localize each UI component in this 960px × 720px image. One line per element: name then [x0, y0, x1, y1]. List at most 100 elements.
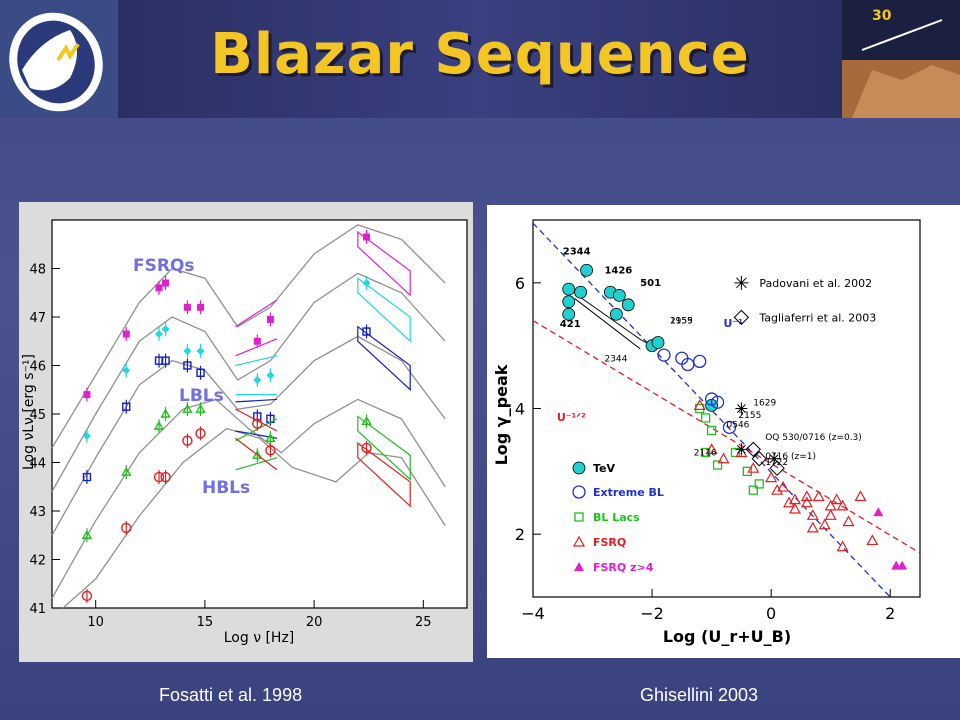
fsrq-label: FSRQs: [133, 256, 195, 276]
data-point: [122, 330, 130, 338]
data-point: [122, 366, 131, 375]
data-point: [782, 496, 796, 508]
data-point: [155, 329, 164, 338]
data-point: [361, 442, 372, 454]
data-point: [765, 471, 778, 483]
left-chart-caption: Fosatti et al. 1998: [159, 685, 303, 705]
legend-label: TeV: [593, 462, 616, 475]
data-point: [155, 284, 163, 292]
header-bar: [0, 0, 960, 118]
data-point: [195, 428, 206, 439]
data-point: [657, 348, 671, 362]
data-point: [562, 282, 576, 296]
y-axis-label: Log γ_peak: [492, 364, 511, 465]
point-label: 2344: [604, 354, 627, 364]
legend-label: FSRQ: [593, 536, 626, 549]
y-tick-label: 46: [29, 360, 46, 375]
data-point: [830, 493, 843, 505]
data-point: [574, 285, 588, 299]
data-point: [806, 521, 819, 533]
gamma-bowtie: [357, 325, 411, 392]
legend-padovani-marker: [734, 275, 749, 290]
tagliaferri-marker: [745, 441, 761, 458]
legend-marker: [572, 485, 586, 499]
legend-label: Extreme BL: [593, 486, 664, 499]
data-point: [701, 447, 711, 458]
point-label: 2116: [694, 449, 717, 459]
legend-label: FSRQ z>4: [593, 561, 654, 574]
data-point: [121, 522, 132, 534]
x-tick-label: 2: [885, 604, 895, 623]
data-point: [160, 408, 171, 418]
x-tick-label: 0: [766, 604, 776, 623]
data-point: [806, 509, 819, 520]
hbl-label: HBLs: [202, 478, 250, 498]
data-point: [196, 346, 205, 355]
data-point: [836, 540, 849, 552]
data-point: [836, 499, 849, 511]
data-point: [562, 295, 576, 309]
x-tick-label: 20: [306, 615, 323, 630]
xray-bowtie: [235, 418, 278, 471]
data-point: [706, 425, 717, 436]
point-label: 0716 (z=1): [765, 452, 816, 462]
data-point: [800, 496, 813, 508]
gamma-peak-chart: −4 −2 0 2 2 4 6 Log (U_r+U_B) Log γ_peak U⁻¹ U⁻¹ᐟ²…: [492, 219, 921, 646]
data-point: [701, 413, 711, 423]
y-tick-label: 2: [515, 525, 525, 544]
lbl-label: LBLs: [179, 386, 224, 406]
data-point: [562, 307, 576, 321]
data-point: [742, 466, 752, 476]
tagliaferri-marker: [769, 460, 785, 476]
y-tick-label: 47: [29, 311, 46, 326]
data-point: [153, 471, 165, 483]
data-point: [253, 337, 261, 345]
data-point: [771, 483, 784, 495]
data-point: [712, 460, 723, 470]
y-tick-label: 48: [29, 263, 46, 278]
legend-padovani-label: Padovani et al. 2002: [759, 277, 872, 290]
padovani-marker: [735, 443, 748, 456]
sed-chart: 10 15 20 25 41 42 43 44 45 46 47 48 Log ν [Hz] Log νL…: [21, 219, 468, 646]
plot-area: [532, 219, 921, 598]
data-point: [580, 263, 593, 277]
legend-label: BL Lacs: [593, 511, 640, 524]
data-point: [160, 471, 171, 483]
data-point: [748, 485, 758, 495]
data-point: [854, 490, 867, 502]
gamma-bowtie: [357, 277, 411, 343]
legend-marker: [574, 562, 584, 571]
data-point: [266, 371, 275, 380]
data-point: [621, 298, 635, 312]
data-point: [681, 357, 695, 372]
data-point: [81, 529, 93, 539]
data-point: [162, 279, 170, 287]
data-point: [153, 420, 165, 430]
data-point: [161, 325, 170, 334]
point-label: OQ 530/0716 (z=0.3): [765, 433, 862, 443]
data-point: [609, 307, 623, 321]
data-point: [195, 403, 206, 413]
data-point: [83, 391, 91, 399]
data-point: [252, 449, 263, 459]
y-axis-label: Log νLν [erg s⁻¹]: [21, 354, 37, 470]
x-tick-label: 15: [197, 615, 214, 630]
data-point: [182, 403, 193, 413]
data-point: [897, 560, 908, 570]
data-point: [788, 502, 801, 514]
reference-line: [532, 222, 891, 598]
u-minus-half-label: U⁻¹ᐟ²: [557, 411, 586, 424]
data-point: [717, 452, 730, 464]
y-tick-label: 4: [515, 400, 525, 419]
y-tick-label: 42: [29, 554, 46, 569]
model-curve: [51, 335, 446, 536]
data-point: [265, 445, 276, 456]
x-axis-label: Log (U_r+U_B): [663, 627, 791, 646]
x-axis-label: Log ν [Hz]: [224, 630, 295, 646]
data-point: [693, 399, 706, 410]
y-tick-label: 41: [29, 602, 46, 617]
data-point: [722, 420, 737, 435]
data-point: [362, 279, 371, 288]
data-point: [252, 418, 263, 429]
legend-tagliaferri-label: Tagliaferri et al. 2003: [758, 311, 876, 324]
